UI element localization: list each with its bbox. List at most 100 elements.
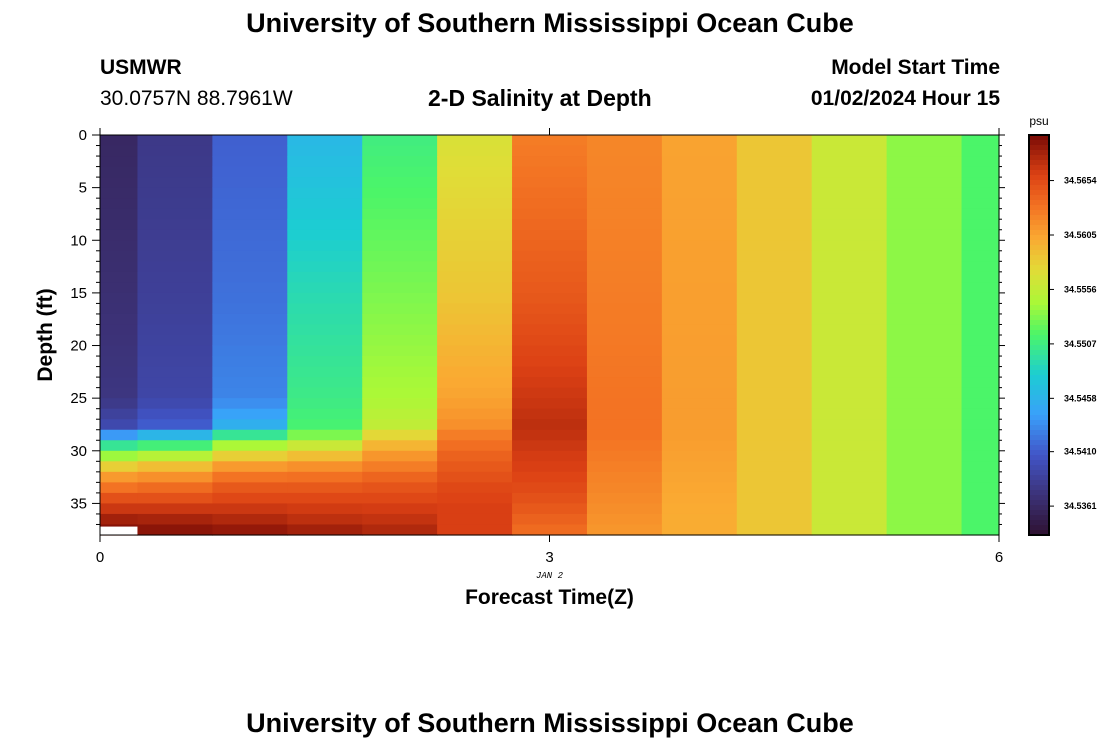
- heatmap-cell: [362, 471, 438, 483]
- heatmap-cell: [661, 292, 738, 305]
- heatmap-cell: [212, 450, 288, 462]
- station-coordinates: 30.0757N 88.7961W: [100, 87, 293, 110]
- colorbar-segment: [1029, 470, 1049, 476]
- heatmap-cell: [287, 398, 363, 410]
- heatmap-cell: [661, 135, 738, 147]
- y-tick-label: 25: [70, 390, 87, 407]
- heatmap-cell: [437, 429, 513, 441]
- heatmap-cell: [287, 461, 363, 473]
- colorbar-segment: [1029, 260, 1049, 266]
- heatmap-cell: [586, 313, 663, 326]
- heatmap-cell: [736, 408, 813, 420]
- heatmap-cell: [137, 250, 213, 262]
- heatmap-cell: [961, 503, 1000, 515]
- heatmap-cell: [736, 198, 813, 210]
- colorbar-segment: [1029, 455, 1049, 461]
- colorbar-segment: [1029, 315, 1049, 321]
- y-axis-label: Depth (ft): [34, 288, 57, 381]
- heatmap-cell: [437, 187, 513, 199]
- heatmap-cell: [100, 503, 139, 515]
- heatmap-cell: [437, 492, 513, 505]
- colorbar-segment: [1029, 375, 1049, 381]
- heatmap-cell: [811, 440, 888, 452]
- heatmap-cell: [362, 377, 438, 389]
- heatmap-cell: [137, 345, 213, 357]
- heatmap-cell: [586, 366, 663, 378]
- heatmap-cell: [137, 219, 213, 231]
- heatmap-cell: [811, 198, 888, 210]
- heatmap-cell: [437, 524, 513, 536]
- heatmap-cell: [961, 208, 1000, 220]
- heatmap-cell: [961, 524, 1000, 536]
- heatmap-cell: [736, 156, 813, 168]
- colorbar-segment: [1029, 285, 1049, 291]
- heatmap-cell: [661, 271, 738, 283]
- heatmap-cell: [512, 419, 588, 431]
- heatmap-cell: [512, 135, 588, 147]
- heatmap-cell: [586, 229, 663, 241]
- heatmap-cell: [586, 135, 663, 147]
- heatmap-cell: [362, 450, 438, 462]
- heatmap-cell: [100, 419, 139, 431]
- heatmap-cell: [512, 271, 588, 283]
- heatmap-cell: [287, 503, 363, 515]
- heatmap-cell: [586, 292, 663, 305]
- colorbar-segment: [1029, 340, 1049, 346]
- heatmap-cell: [212, 135, 288, 147]
- heatmap-cell: [886, 219, 963, 231]
- heatmap-cell: [661, 324, 738, 336]
- heatmap-cell: [362, 313, 438, 326]
- colorbar-segment: [1029, 280, 1049, 286]
- heatmap-cell: [586, 450, 663, 462]
- heatmap-cell: [512, 366, 588, 378]
- heatmap-cell: [811, 450, 888, 462]
- heatmap-cell: [661, 156, 738, 168]
- heatmap-cell: [362, 419, 438, 431]
- heatmap-cell: [100, 429, 139, 441]
- heatmap-cell: [886, 335, 963, 347]
- heatmap-cell: [961, 429, 1000, 441]
- heatmap-cell: [811, 356, 888, 368]
- heatmap-cell: [137, 156, 213, 168]
- heatmap-cell: [287, 387, 363, 399]
- heatmap-cell: [886, 492, 963, 505]
- heatmap-cell: [961, 261, 1000, 273]
- heatmap-cell: [886, 229, 963, 241]
- heatmap-cell: [736, 219, 813, 231]
- heatmap-cell: [736, 335, 813, 347]
- heatmap-cell: [886, 524, 963, 536]
- heatmap-cell: [886, 208, 963, 220]
- heatmap-cell: [362, 145, 438, 157]
- heatmap-cell: [811, 513, 888, 526]
- heatmap-cell: [287, 303, 363, 315]
- heatmap-cell: [212, 471, 288, 483]
- heatmap-cell: [961, 356, 1000, 368]
- heatmap-cell: [886, 419, 963, 431]
- heatmap-cell: [586, 335, 663, 347]
- heatmap-cell: [512, 398, 588, 410]
- plot-title: 2-D Salinity at Depth: [428, 85, 652, 111]
- heatmap-cell: [512, 335, 588, 347]
- heatmap-cell: [437, 335, 513, 347]
- heatmap-cell: [362, 345, 438, 357]
- colorbar-segment: [1029, 325, 1049, 331]
- heatmap-cell: [886, 250, 963, 262]
- heatmap-cell: [661, 250, 738, 262]
- heatmap-cell: [362, 513, 438, 526]
- colorbar-segment: [1029, 190, 1049, 196]
- heatmap-cell: [137, 324, 213, 336]
- heatmap-cell: [586, 156, 663, 168]
- heatmap-cell: [212, 503, 288, 515]
- heatmap-cell: [512, 250, 588, 262]
- heatmap-cell: [137, 429, 213, 441]
- colorbar-segment: [1029, 150, 1049, 156]
- y-tick-label: 15: [70, 285, 87, 302]
- heatmap-cell: [100, 513, 139, 526]
- heatmap-cell: [512, 219, 588, 231]
- heatmap-cell: [886, 198, 963, 210]
- heatmap-cell: [212, 292, 288, 305]
- heatmap-cell: [287, 440, 363, 452]
- heatmap-cell: [586, 324, 663, 336]
- heatmap-cell: [586, 408, 663, 420]
- colorbar-segment: [1029, 155, 1049, 161]
